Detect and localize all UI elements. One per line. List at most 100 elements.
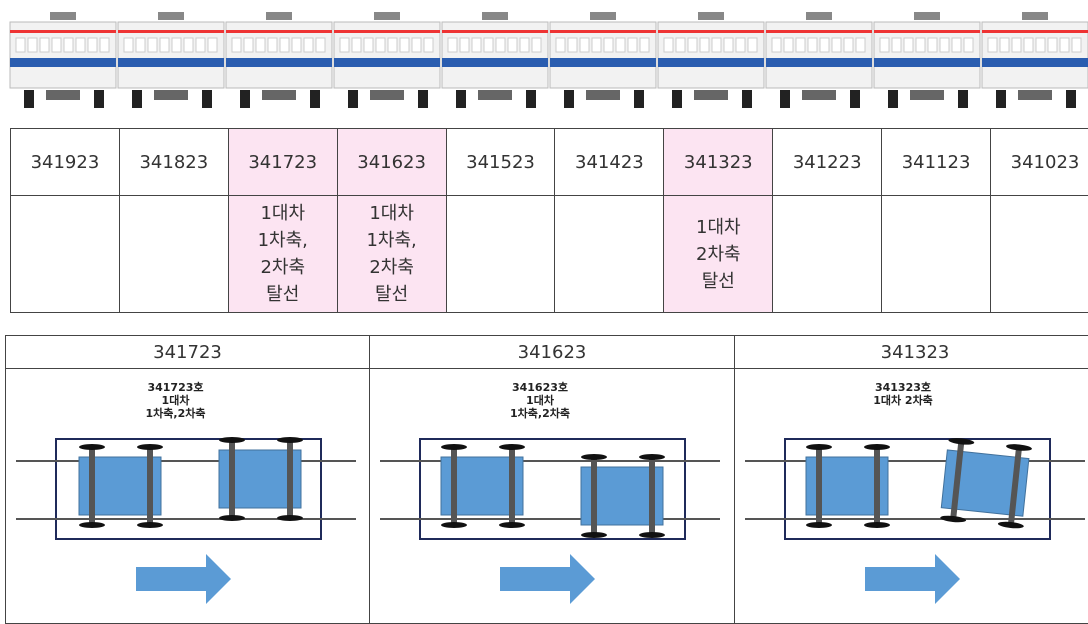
axle [816, 447, 822, 525]
window [424, 38, 433, 52]
wheel [581, 454, 607, 460]
red-stripe [226, 30, 332, 33]
window [736, 38, 745, 52]
blue-band [766, 58, 872, 67]
pantograph [158, 12, 184, 20]
window [532, 38, 541, 52]
underframe [262, 90, 296, 100]
axle [874, 447, 880, 525]
train-car [334, 12, 440, 108]
window [808, 38, 817, 52]
wheel [441, 522, 467, 528]
window [928, 38, 937, 52]
wheel [806, 444, 832, 450]
axle [451, 447, 457, 525]
window [340, 38, 349, 52]
bogie [94, 90, 104, 108]
window [388, 38, 397, 52]
blue-band [550, 58, 656, 67]
window [244, 38, 253, 52]
window [568, 38, 577, 52]
window [916, 38, 925, 52]
window [964, 38, 973, 52]
window [724, 38, 733, 52]
car-number: 341323 [664, 129, 773, 196]
window [364, 38, 373, 52]
window [208, 38, 217, 52]
underframe [802, 90, 836, 100]
pantograph [374, 12, 400, 20]
window [556, 38, 565, 52]
window [124, 38, 133, 52]
underframe [478, 90, 512, 100]
wheel [441, 444, 467, 450]
panel-title: 341323 [735, 336, 1088, 369]
window [676, 38, 685, 52]
window [184, 38, 193, 52]
wheel [277, 437, 303, 443]
red-stripe [334, 30, 440, 33]
axle [229, 440, 235, 518]
window [616, 38, 625, 52]
underframe [370, 90, 404, 100]
axle [649, 457, 655, 535]
car-number: 341823 [119, 129, 228, 196]
direction-arrow [500, 554, 595, 604]
window [16, 38, 25, 52]
underframe [1018, 90, 1052, 100]
window [820, 38, 829, 52]
wheel [79, 444, 105, 450]
bogie [1066, 90, 1076, 108]
red-stripe [10, 30, 116, 33]
note-line: 1차축, [339, 227, 445, 254]
wheel [499, 444, 525, 450]
wheel [137, 522, 163, 528]
train-illustration [0, 0, 1088, 118]
window [784, 38, 793, 52]
bogie [958, 90, 968, 108]
window [304, 38, 313, 52]
window [508, 38, 517, 52]
blue-band [226, 58, 332, 67]
train-car [10, 12, 116, 108]
window [412, 38, 421, 52]
wheel [277, 515, 303, 521]
underframe [46, 90, 80, 100]
window [376, 38, 385, 52]
window [904, 38, 913, 52]
red-stripe [874, 30, 980, 33]
train-car [442, 12, 548, 108]
window [1060, 38, 1069, 52]
car-number: 341223 [773, 129, 882, 196]
window [268, 38, 277, 52]
window [640, 38, 649, 52]
caption-line: 1대차 2차축 [873, 393, 933, 407]
wheel [499, 522, 525, 528]
wheel [79, 522, 105, 528]
axle [147, 447, 153, 525]
bogie [202, 90, 212, 108]
train-car [658, 12, 764, 108]
window [952, 38, 961, 52]
caption-line: 1대차 [162, 393, 191, 407]
window [448, 38, 457, 52]
car-note [119, 196, 228, 313]
window [940, 38, 949, 52]
underframe [910, 90, 944, 100]
bogie [240, 90, 250, 108]
car-number: 341523 [446, 129, 555, 196]
window [88, 38, 97, 52]
underframe [694, 90, 728, 100]
wheel [639, 532, 665, 538]
bogie [132, 90, 142, 108]
blue-band [442, 58, 548, 67]
window [712, 38, 721, 52]
wheel [864, 444, 890, 450]
window [64, 38, 73, 52]
window [1036, 38, 1045, 52]
pantograph [590, 12, 616, 20]
bogie [672, 90, 682, 108]
